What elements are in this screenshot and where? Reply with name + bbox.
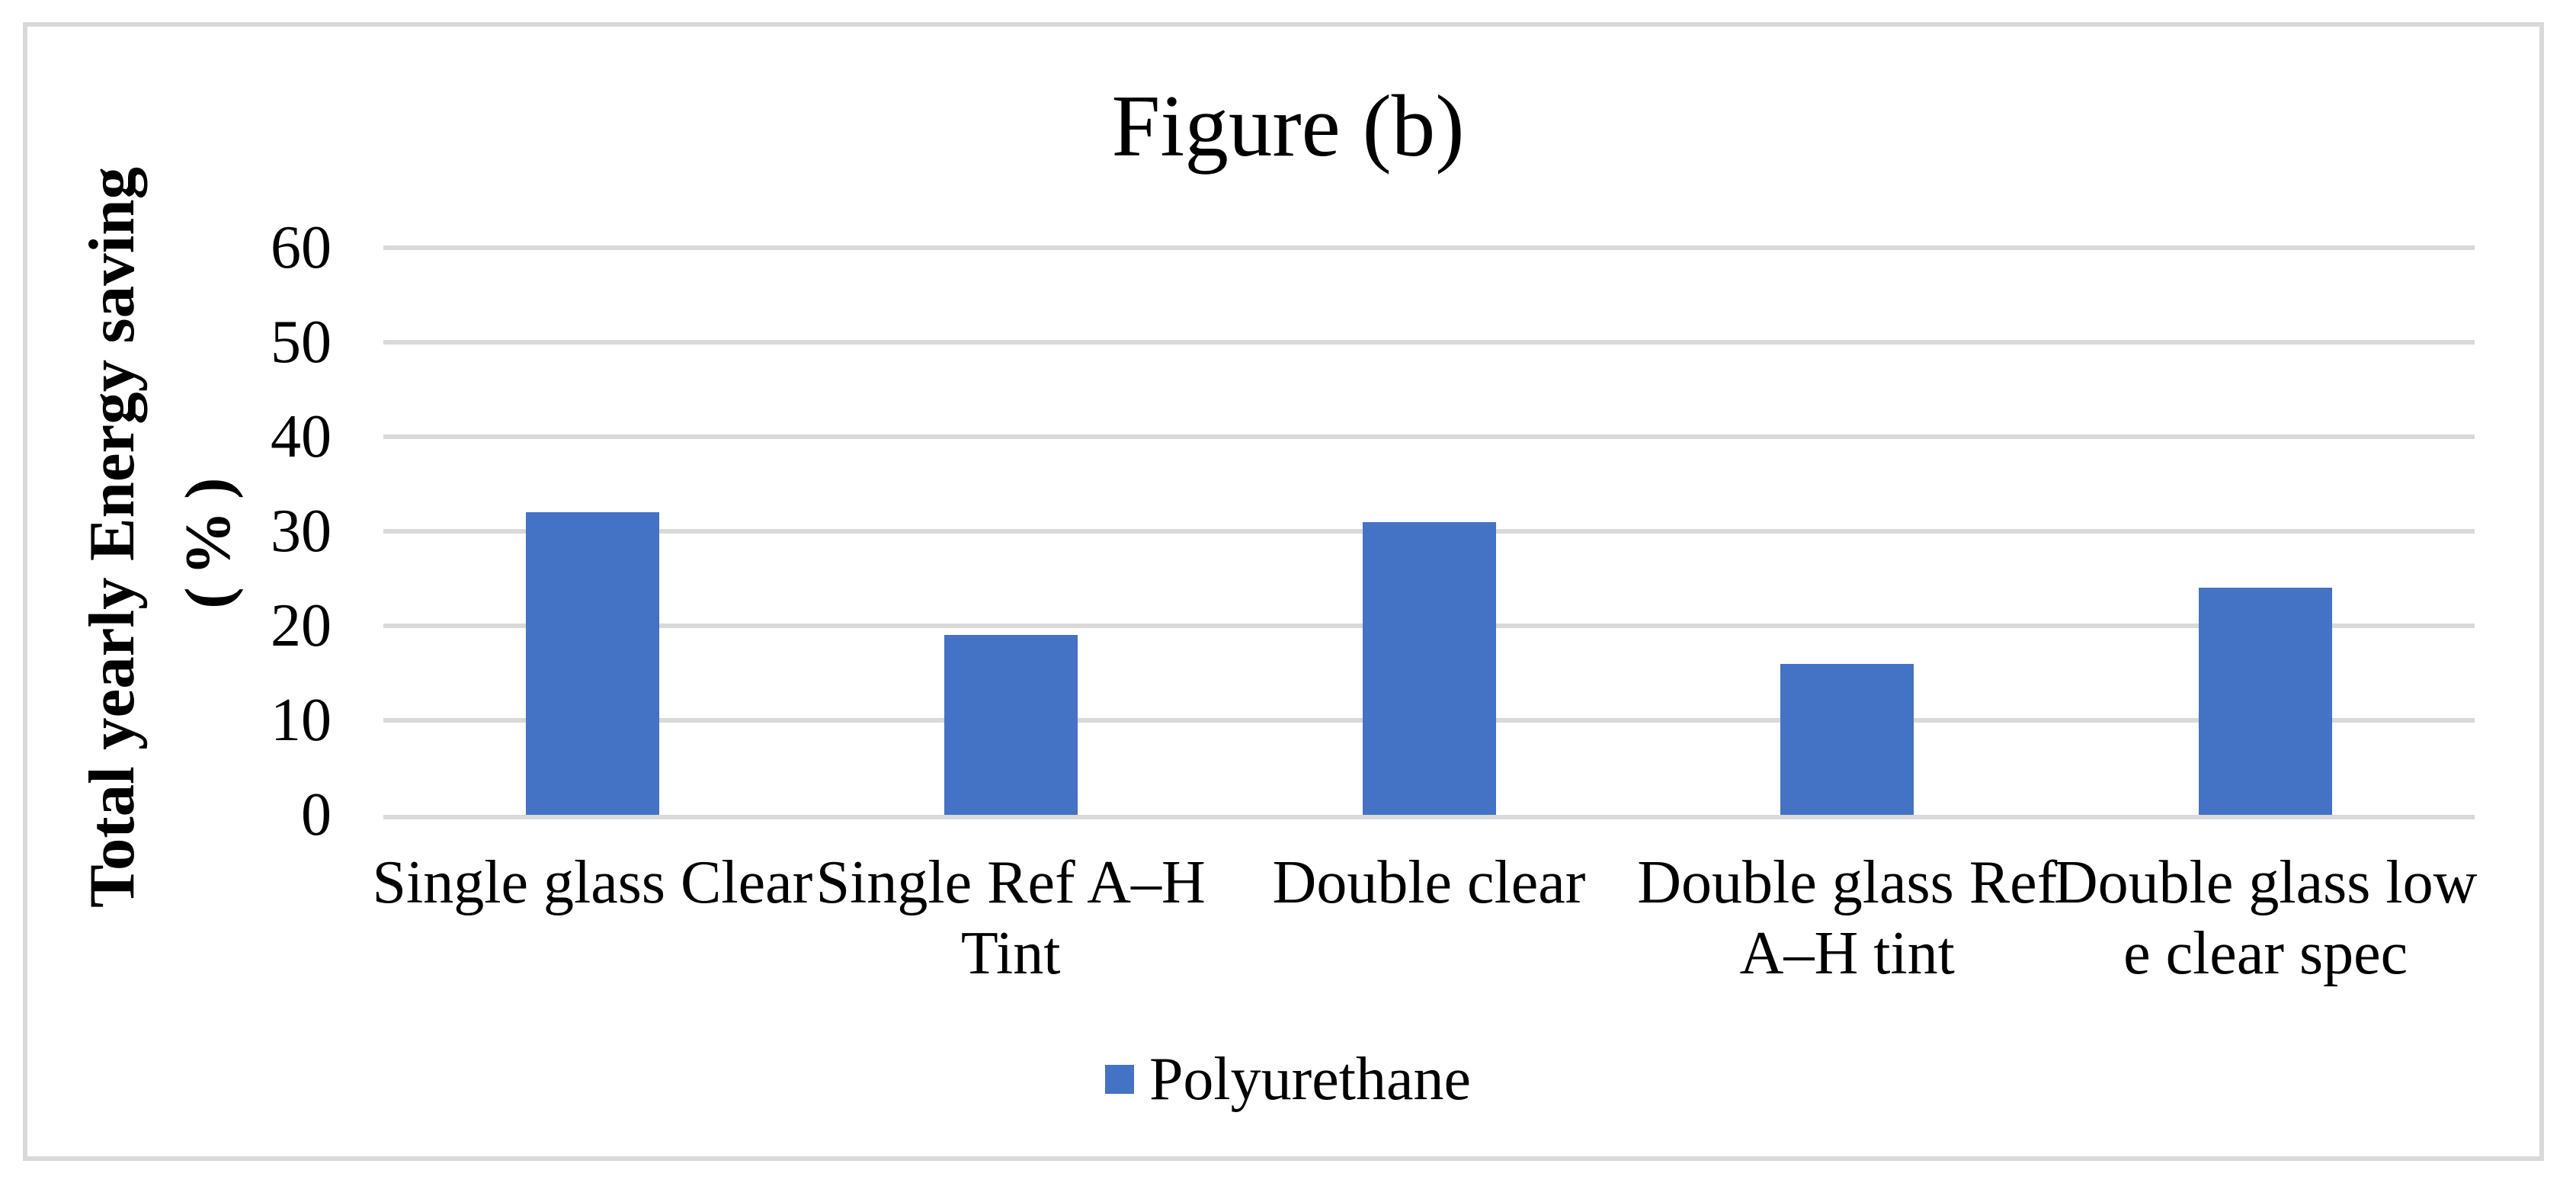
gridline-y0 (383, 815, 2475, 819)
y-tick-label-50: 50 (271, 309, 332, 376)
y-axis-title-line1: Total yearly Energy saving (76, 166, 148, 909)
bar-single-ref-a-h-tint (944, 635, 1078, 815)
x-category-label-line: Double glass low (2053, 849, 2478, 916)
x-category-label-line: Double clear (1272, 849, 1586, 916)
x-category-label-line: Single glass Clear (372, 849, 813, 916)
x-category-label-line: A–H tint (1739, 920, 1955, 987)
x-category-label-line: e clear spec (2123, 920, 2408, 987)
bar-double-clear (1362, 521, 1496, 815)
bar-double-glass-low-e-clear-spec (2199, 588, 2333, 815)
x-category-label-2: Single Ref A–H Tint (774, 848, 1247, 989)
x-category-label-1: Single glass Clear (356, 848, 828, 919)
legend-label: Polyurethane (1149, 1046, 1472, 1113)
y-tick-label-10: 10 (271, 687, 332, 754)
legend-swatch-icon (1104, 1065, 1134, 1094)
y-tick-label-30: 30 (271, 498, 332, 565)
y-tick-label-0: 0 (301, 781, 332, 848)
x-category-label-3: Double clear (1193, 848, 1665, 919)
legend: Polyurethane (0, 1043, 2576, 1116)
x-category-label-line: Tint (960, 920, 1061, 987)
x-category-label-5: Double glass low e clear spec (2030, 848, 2502, 989)
gridline-y50 (383, 340, 2475, 345)
x-category-label-4: Double glass Ref A–H tint (1611, 848, 2084, 989)
x-category-label-line: Double glass Ref (1637, 849, 2058, 916)
chart-title: Figure (b) (1111, 78, 1465, 175)
gridline-y60 (383, 245, 2475, 250)
bar-double-glass-ref-a-h-tint (1780, 663, 1914, 815)
x-category-label-line: Single Ref A–H (815, 849, 1206, 916)
bar-single-glass-clear (525, 512, 659, 815)
y-tick-label-40: 40 (271, 403, 332, 470)
y-tick-label-60: 60 (271, 214, 332, 281)
y-tick-label-20: 20 (271, 592, 332, 659)
gridline-y40 (383, 434, 2475, 439)
chart-frame-border (23, 22, 2544, 1161)
